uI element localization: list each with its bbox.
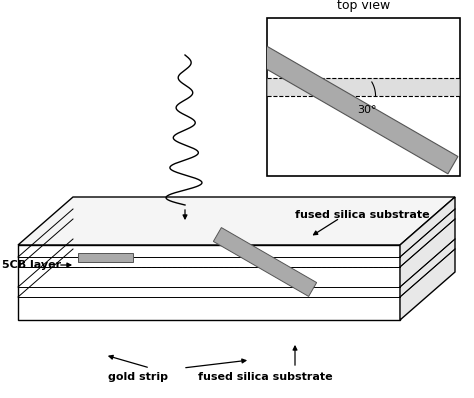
Polygon shape	[18, 197, 455, 245]
Polygon shape	[213, 228, 317, 297]
Text: top view: top view	[337, 0, 390, 12]
Text: gold strip: gold strip	[108, 372, 168, 382]
Polygon shape	[267, 18, 460, 176]
Text: fused silica substrate: fused silica substrate	[198, 372, 332, 382]
Polygon shape	[223, 27, 458, 174]
Polygon shape	[18, 245, 400, 320]
Text: 30°: 30°	[357, 105, 377, 115]
Polygon shape	[400, 197, 455, 320]
Text: 5CB layer: 5CB layer	[2, 260, 61, 270]
Text: fused silica substrate: fused silica substrate	[295, 210, 429, 220]
Polygon shape	[267, 78, 460, 96]
Polygon shape	[78, 253, 133, 262]
